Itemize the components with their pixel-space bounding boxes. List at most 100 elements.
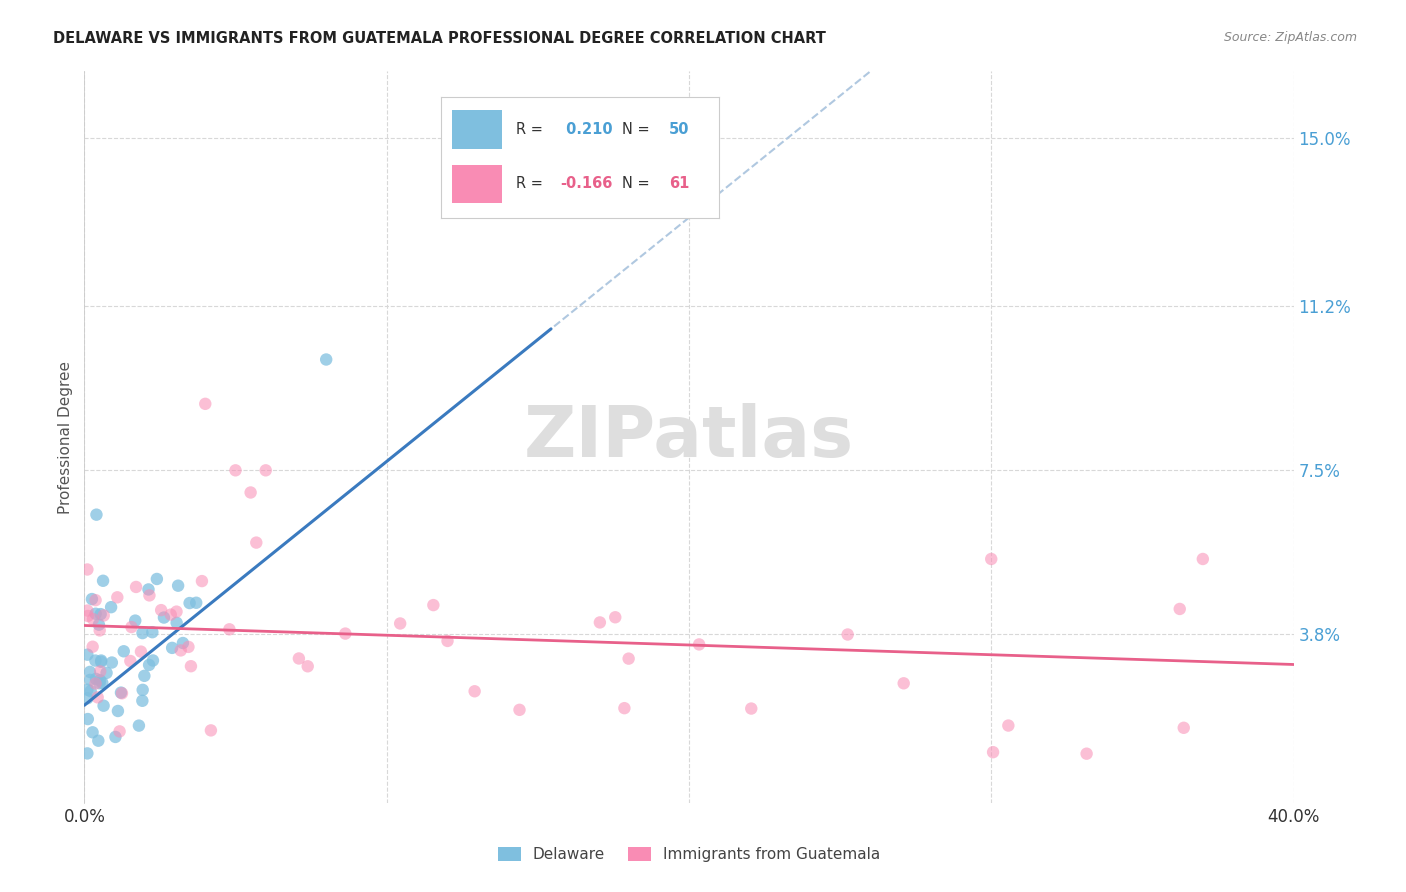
- Point: [153, 610, 176, 624]
- Point: [80, 684, 103, 698]
- Point: [893, 676, 915, 690]
- Point: [138, 588, 160, 602]
- Point: [194, 397, 217, 411]
- Point: [76, 747, 98, 761]
- Point: [76, 682, 98, 697]
- Point: [179, 596, 201, 610]
- Point: [1168, 602, 1191, 616]
- Point: [315, 352, 337, 367]
- Point: [422, 598, 444, 612]
- Point: [84, 672, 107, 686]
- Point: [1192, 552, 1215, 566]
- Point: [288, 651, 311, 665]
- Point: [89, 665, 111, 679]
- Point: [335, 626, 357, 640]
- Point: [76, 648, 98, 662]
- Point: [436, 634, 458, 648]
- Point: [76, 691, 98, 706]
- Point: [82, 725, 104, 739]
- Point: [167, 579, 190, 593]
- Point: [464, 684, 486, 698]
- Point: [87, 617, 110, 632]
- Point: [111, 686, 134, 700]
- Point: [245, 535, 267, 549]
- Point: [89, 673, 111, 688]
- Point: [166, 605, 188, 619]
- Point: [170, 643, 193, 657]
- Point: [142, 653, 165, 667]
- Point: [508, 703, 530, 717]
- Point: [225, 463, 247, 477]
- Point: [613, 701, 636, 715]
- Point: [138, 582, 160, 597]
- Point: [110, 685, 132, 699]
- Point: [93, 608, 115, 623]
- Point: [134, 669, 156, 683]
- Point: [84, 676, 107, 690]
- Y-axis label: Professional Degree: Professional Degree: [58, 360, 73, 514]
- Point: [981, 745, 1004, 759]
- Point: [86, 690, 108, 705]
- Point: [96, 665, 118, 680]
- Point: [91, 675, 114, 690]
- Point: [84, 654, 107, 668]
- Point: [980, 552, 1002, 566]
- Point: [89, 624, 111, 638]
- Point: [82, 640, 104, 654]
- Point: [104, 730, 127, 744]
- Point: [160, 640, 183, 655]
- Text: Source: ZipAtlas.com: Source: ZipAtlas.com: [1223, 31, 1357, 45]
- Point: [1076, 747, 1098, 761]
- Point: [79, 673, 101, 687]
- Point: [108, 724, 131, 739]
- Point: [177, 640, 200, 654]
- Point: [166, 615, 188, 630]
- Point: [76, 562, 98, 576]
- Point: [76, 609, 98, 624]
- Point: [617, 651, 640, 665]
- Point: [200, 723, 222, 738]
- Point: [89, 676, 111, 690]
- Point: [254, 463, 277, 477]
- Point: [997, 718, 1019, 732]
- Point: [131, 694, 153, 708]
- Point: [186, 596, 208, 610]
- Point: [93, 698, 115, 713]
- Point: [740, 701, 762, 715]
- Point: [1173, 721, 1195, 735]
- Point: [239, 485, 262, 500]
- Point: [91, 574, 114, 588]
- Point: [180, 659, 202, 673]
- Point: [129, 645, 152, 659]
- Point: [688, 637, 710, 651]
- Point: [90, 607, 112, 621]
- Point: [172, 636, 194, 650]
- Point: [121, 620, 143, 634]
- Point: [218, 622, 240, 636]
- Point: [107, 704, 129, 718]
- Point: [159, 607, 181, 622]
- Point: [125, 580, 148, 594]
- Point: [146, 572, 169, 586]
- Point: [112, 644, 135, 658]
- Point: [76, 603, 98, 617]
- Point: [837, 627, 859, 641]
- Point: [105, 591, 128, 605]
- Point: [150, 603, 173, 617]
- Point: [100, 600, 122, 615]
- Point: [605, 610, 627, 624]
- Point: [141, 625, 163, 640]
- Point: [131, 682, 153, 697]
- Point: [82, 612, 104, 626]
- Point: [589, 615, 612, 630]
- Point: [138, 657, 160, 672]
- Text: ZIPatlas: ZIPatlas: [524, 402, 853, 472]
- Point: [84, 607, 107, 621]
- Point: [101, 656, 124, 670]
- Point: [128, 718, 150, 732]
- Point: [389, 616, 412, 631]
- Point: [191, 574, 214, 588]
- Point: [87, 733, 110, 747]
- Legend: Delaware, Immigrants from Guatemala: Delaware, Immigrants from Guatemala: [492, 841, 886, 868]
- Point: [86, 508, 108, 522]
